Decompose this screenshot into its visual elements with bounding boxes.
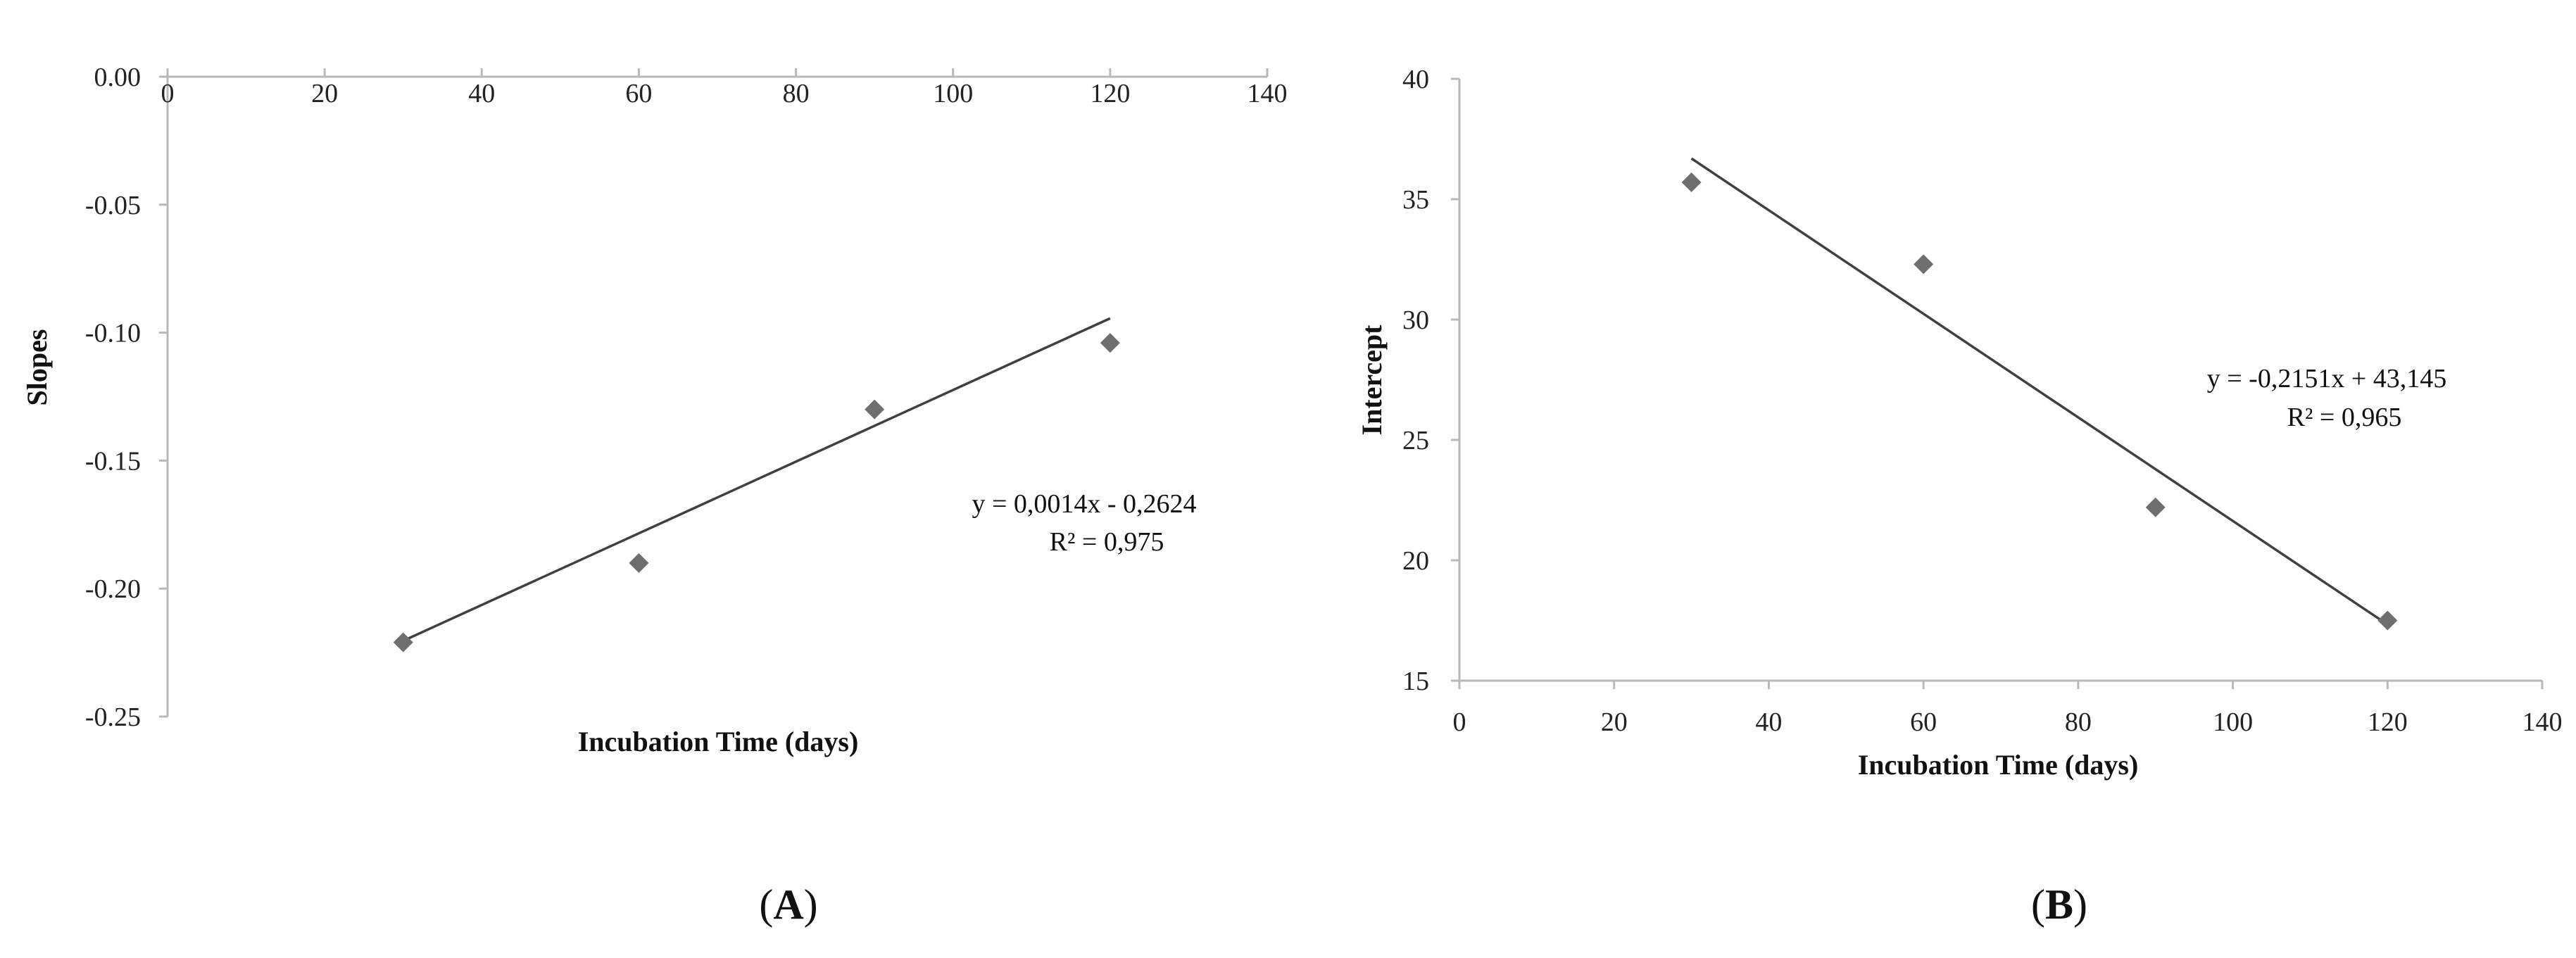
chart-b-x-axis-title: Incubation Time (days): [1858, 749, 2139, 781]
chart-a-x-ticks: 0 20 40 60 80 100 120 140: [161, 68, 1288, 108]
panel-label-b-close: ): [2073, 881, 2087, 928]
chart-b-equation: y = -0,2151x + 43,145: [2207, 364, 2447, 393]
panel-label-a-letter: A: [773, 881, 803, 928]
chart-b-x-tick-label: 140: [2522, 707, 2563, 737]
chart-b-y-tick-label: 30: [1402, 305, 1429, 335]
chart-b-data-point: [2145, 497, 2166, 517]
chart-b-x-tick-label: 120: [2368, 707, 2408, 737]
chart-a-x-tick-label: 120: [1090, 79, 1130, 108]
chart-a-y-tick-label: -0.15: [85, 446, 141, 476]
chart-b-y-tick-label: 20: [1402, 546, 1429, 576]
chart-a-x-tick-label: 100: [933, 79, 973, 108]
chart-a-x-tick-label: 140: [1248, 79, 1288, 108]
chart-b-y-axis-title: Intercept: [1356, 324, 1388, 436]
chart-a-y-tick-label: -0.05: [85, 191, 141, 220]
chart-a-x-tick-label: 40: [468, 79, 495, 108]
chart-b-x-tick-label: 80: [2065, 707, 2092, 737]
chart-b-y-tick-label: 35: [1402, 185, 1429, 215]
chart-a-x-tick-label: 80: [783, 79, 810, 108]
panel-label-a-open: (: [759, 881, 773, 928]
chart-b-x-tick-label: 100: [2213, 707, 2253, 737]
chart-a-axes: [166, 75, 1267, 717]
chart-b-data-point: [2377, 610, 2398, 631]
panel-label-b: (B): [2031, 881, 2087, 928]
chart-panel-b: 0 20 40 60 80 100 120 140 15 20 25 30 35 40 y = -0,2…: [1356, 65, 2563, 928]
chart-a-data-point: [1100, 333, 1120, 353]
chart-b-r-squared: R² = 0,965: [2287, 403, 2402, 432]
chart-b-y-ticks: 15 20 25 30 35 40: [1402, 65, 1459, 696]
chart-b-y-tick-label: 40: [1402, 65, 1429, 94]
chart-b-x-tick-label: 60: [1910, 707, 1937, 737]
chart-b-x-tick-label: 40: [1755, 707, 1782, 737]
panel-label-a: (A): [759, 881, 817, 928]
chart-a-x-tick-label: 60: [625, 79, 652, 108]
chart-b-y-tick-label: 15: [1402, 667, 1429, 696]
chart-a-x-tick-label: 20: [311, 79, 338, 108]
panel-label-b-letter: B: [2045, 881, 2073, 928]
chart-panel-a: 0 20 40 60 80 100 120 140 0.00 -0.05 -0.10 -0.15 -0…: [21, 63, 1288, 928]
chart-a-data-point: [865, 399, 885, 420]
panel-label-b-open: (: [2031, 881, 2045, 928]
chart-a-x-axis-title: Incubation Time (days): [578, 726, 859, 757]
chart-b-axes: [1458, 79, 2542, 682]
chart-a-trendline: [402, 317, 1111, 642]
chart-a-y-tick-label: -0.10: [85, 319, 141, 348]
chart-a-y-tick-label: -0.20: [85, 574, 141, 604]
chart-a-y-tick-label: 0.00: [94, 63, 142, 92]
chart-a-points: [393, 333, 1120, 653]
chart-a-equation: y = 0,0014x - 0,2624: [972, 489, 1196, 519]
chart-a-data-point: [629, 553, 649, 573]
chart-a-y-ticks: 0.00 -0.05 -0.10 -0.15 -0.20 -0.25: [85, 63, 168, 732]
chart-b-y-tick-label: 25: [1402, 426, 1429, 455]
chart-a-y-axis-title: Slopes: [21, 329, 53, 406]
chart-b-trendline: [1690, 157, 2389, 626]
chart-b-x-tick-label: 20: [1601, 707, 1628, 737]
chart-a-r-squared: R² = 0,975: [1050, 527, 1164, 557]
chart-b-data-point: [1681, 172, 1702, 193]
chart-a-data-point: [393, 632, 413, 653]
chart-b-data-point: [1914, 254, 1934, 275]
chart-a-y-tick-label: -0.25: [85, 702, 141, 732]
panel-label-a-close: ): [804, 881, 818, 928]
chart-b-x-tick-label: 0: [1453, 707, 1466, 737]
chart-b-points: [1681, 172, 2398, 631]
chart-b-x-ticks: 0 20 40 60 80 100 120 140: [1453, 681, 2563, 737]
chart-a-x-tick-label: 0: [161, 79, 175, 108]
